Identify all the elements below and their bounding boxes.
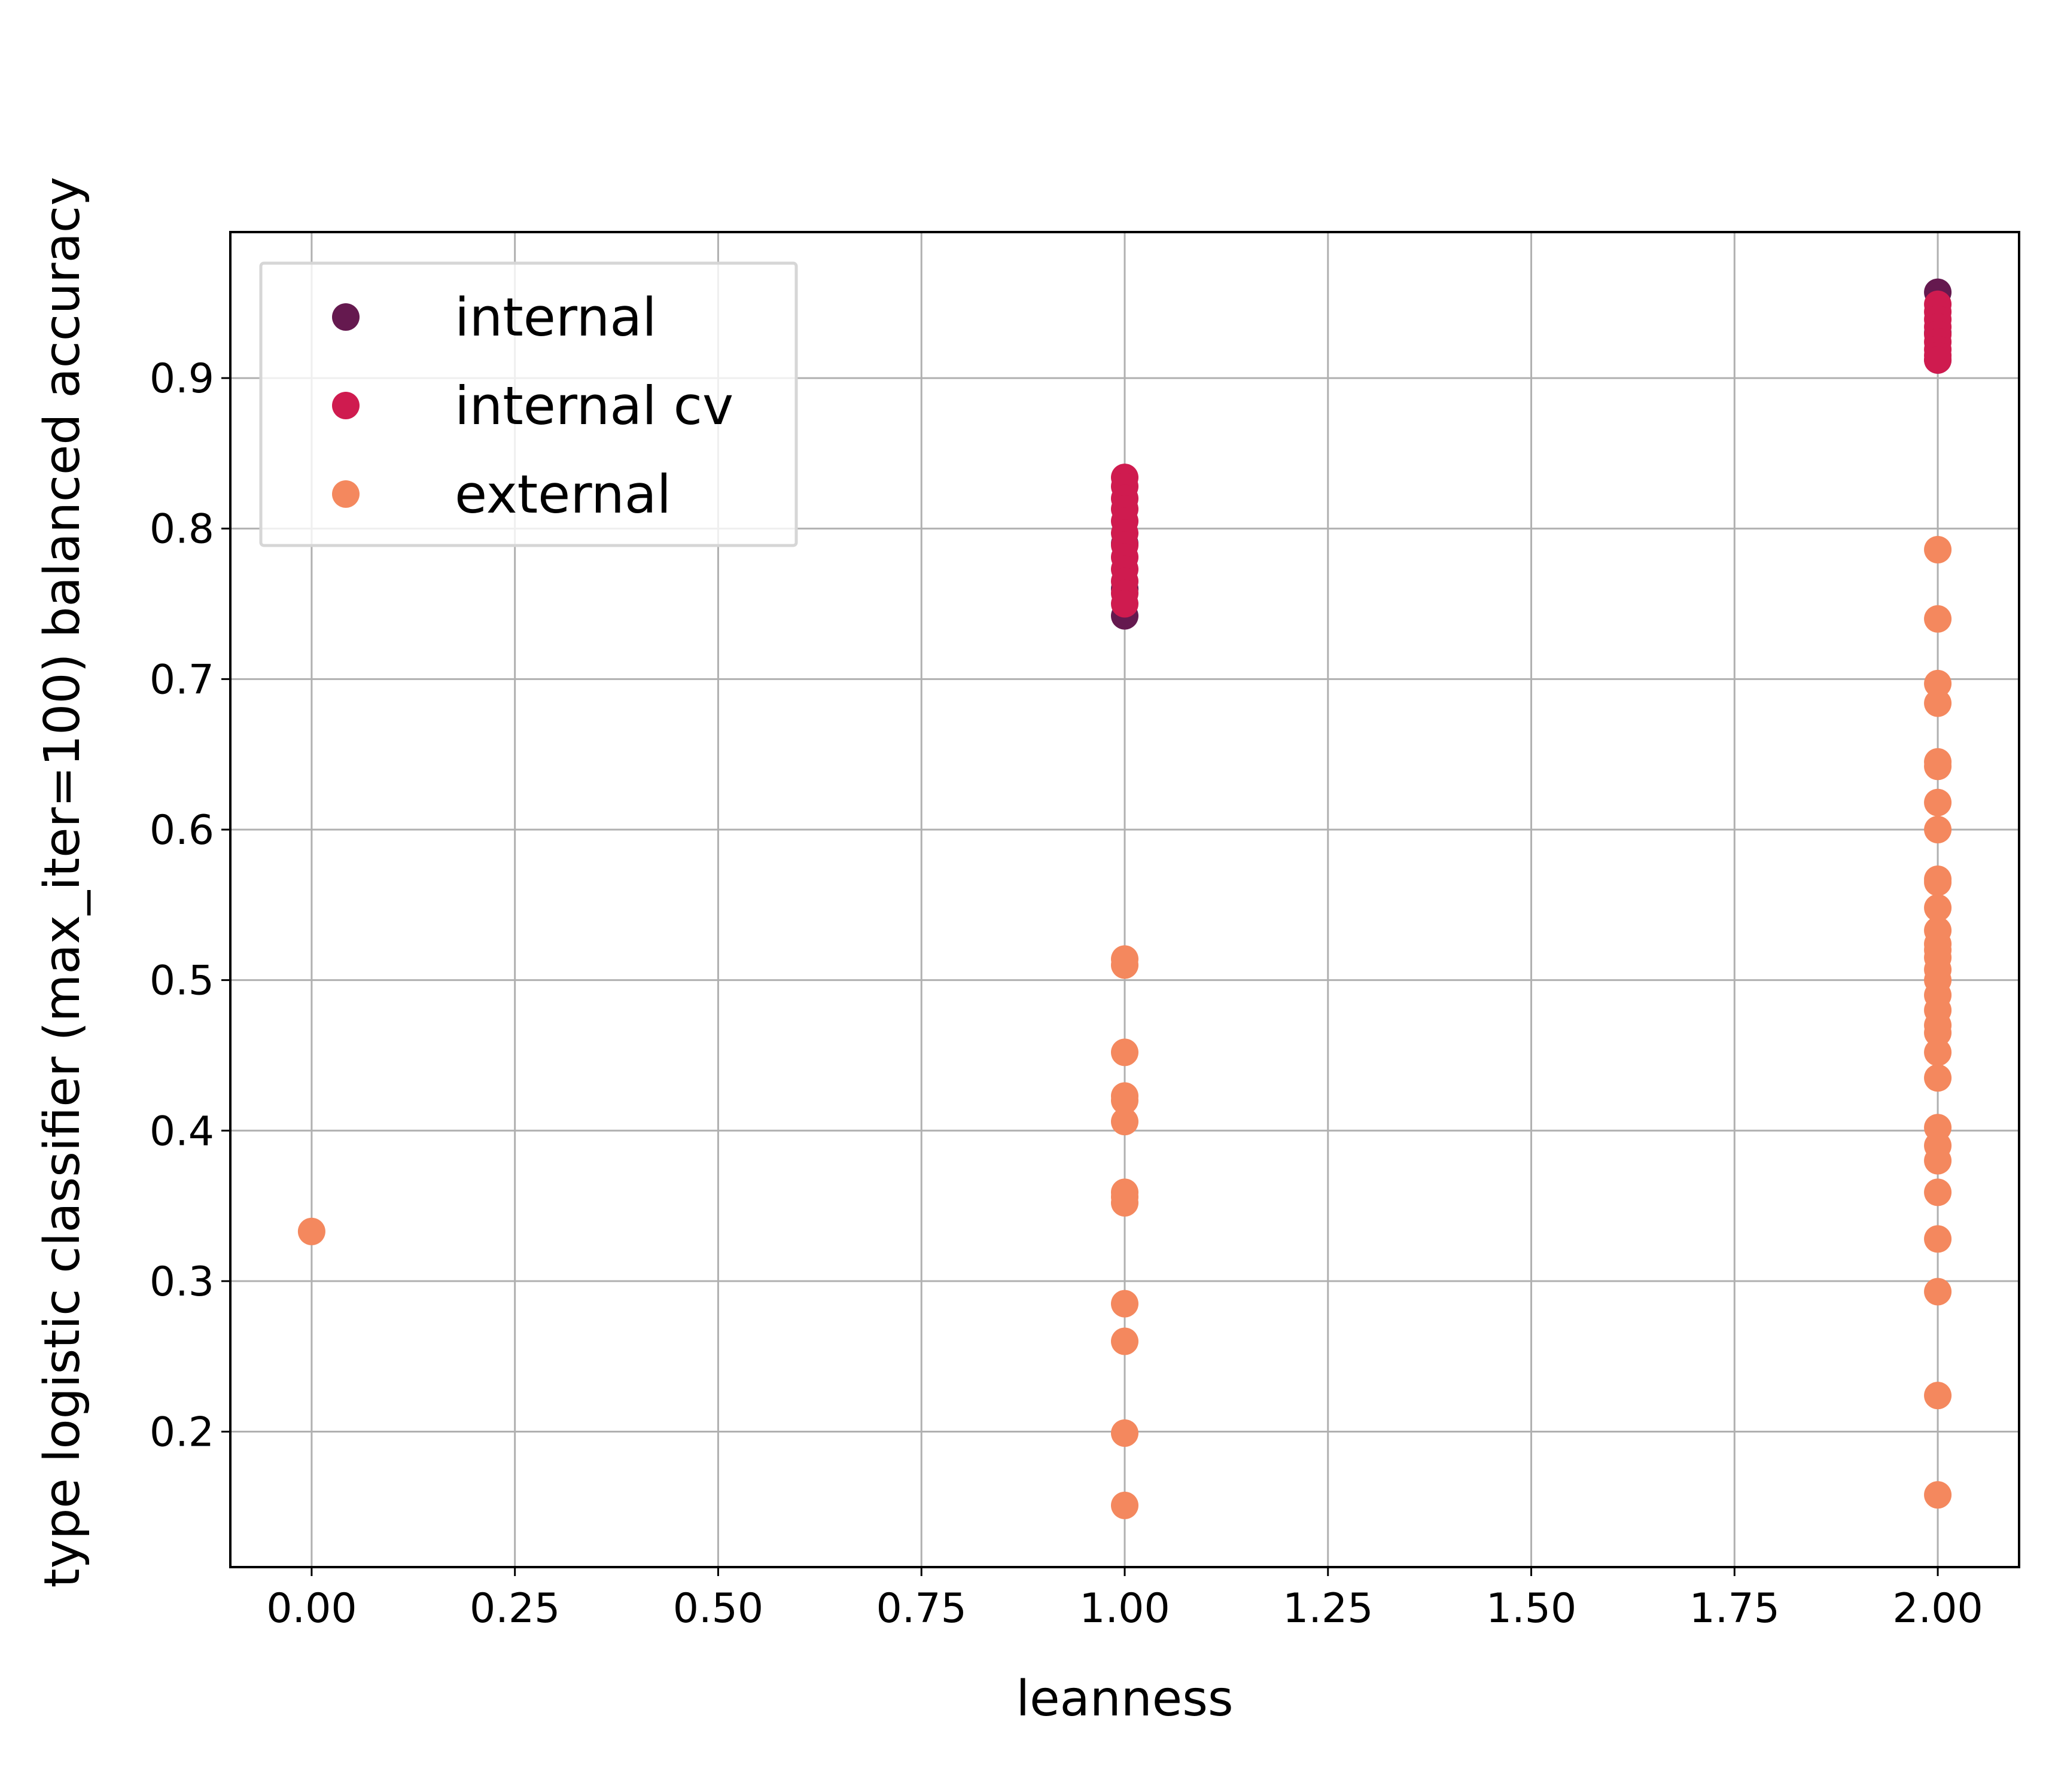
x-tick-label: 0.25 <box>470 1585 560 1632</box>
data-point <box>1924 605 1952 633</box>
data-point <box>1924 1382 1952 1410</box>
data-point <box>1924 868 1952 897</box>
legend-marker <box>332 392 360 419</box>
y-tick-label: 0.3 <box>150 1258 214 1306</box>
y-tick-label: 0.4 <box>150 1108 214 1155</box>
data-point <box>1111 590 1138 618</box>
data-point <box>1111 1290 1138 1318</box>
legend: internal internal cv external <box>259 261 798 547</box>
data-point <box>1924 752 1952 781</box>
data-point <box>1924 815 1952 843</box>
data-point <box>1924 1038 1952 1066</box>
x-tick-label: 1.75 <box>1689 1585 1780 1632</box>
legend-box <box>259 261 798 547</box>
data-point <box>1924 894 1952 922</box>
data-point <box>1924 1178 1952 1206</box>
y-tick-label: 0.2 <box>150 1409 214 1456</box>
x-axis-title: leanness <box>1016 1671 1233 1727</box>
y-tick-label: 0.8 <box>150 506 214 553</box>
data-point <box>1111 1327 1138 1355</box>
data-point <box>1924 346 1952 374</box>
y-tick-label: 0.7 <box>150 656 214 703</box>
data-point <box>1924 1147 1952 1175</box>
y-tick-label: 0.6 <box>150 807 214 854</box>
data-points <box>297 278 1952 1519</box>
x-tick-label: 1.25 <box>1283 1585 1373 1632</box>
x-tick-label: 2.00 <box>1892 1585 1983 1632</box>
data-point <box>1924 535 1952 563</box>
legend-label: internal cv <box>455 375 733 437</box>
x-tick-label: 0.50 <box>673 1585 763 1632</box>
x-tick-label: 0.00 <box>266 1585 357 1632</box>
x-tick-label: 0.75 <box>876 1585 967 1632</box>
y-axis-title: type logistic classifier (max_iter=100) … <box>34 177 91 1588</box>
legend-marker <box>332 303 360 331</box>
y-tick-label: 0.9 <box>150 355 214 403</box>
data-point <box>1924 1481 1952 1509</box>
data-point <box>1924 669 1952 697</box>
data-point <box>297 1217 325 1245</box>
data-point <box>1111 1108 1138 1136</box>
data-point <box>1924 1019 1952 1047</box>
axis-ticks: 0.00 0.25 0.50 0.75 1.00 1.25 1.50 1.75 2.00 0.2 0… <box>150 355 1983 1632</box>
data-point <box>1924 1278 1952 1306</box>
data-point <box>1111 1419 1138 1447</box>
data-point <box>1924 943 1952 971</box>
legend-label: internal <box>455 287 657 348</box>
data-point <box>1924 1064 1952 1092</box>
data-point <box>1111 1038 1138 1066</box>
x-tick-label: 1.50 <box>1486 1585 1576 1632</box>
data-point <box>1924 788 1952 816</box>
data-point <box>1111 1189 1138 1217</box>
x-tick-label: 1.00 <box>1079 1585 1170 1632</box>
legend-label: external <box>455 464 671 525</box>
legend-marker <box>332 480 360 508</box>
data-point <box>1111 1086 1138 1114</box>
data-point <box>1111 1491 1138 1519</box>
data-point <box>1111 951 1138 979</box>
data-point <box>1924 1225 1952 1253</box>
data-point <box>1924 966 1952 994</box>
data-point <box>1924 689 1952 717</box>
y-tick-label: 0.5 <box>150 958 214 1005</box>
